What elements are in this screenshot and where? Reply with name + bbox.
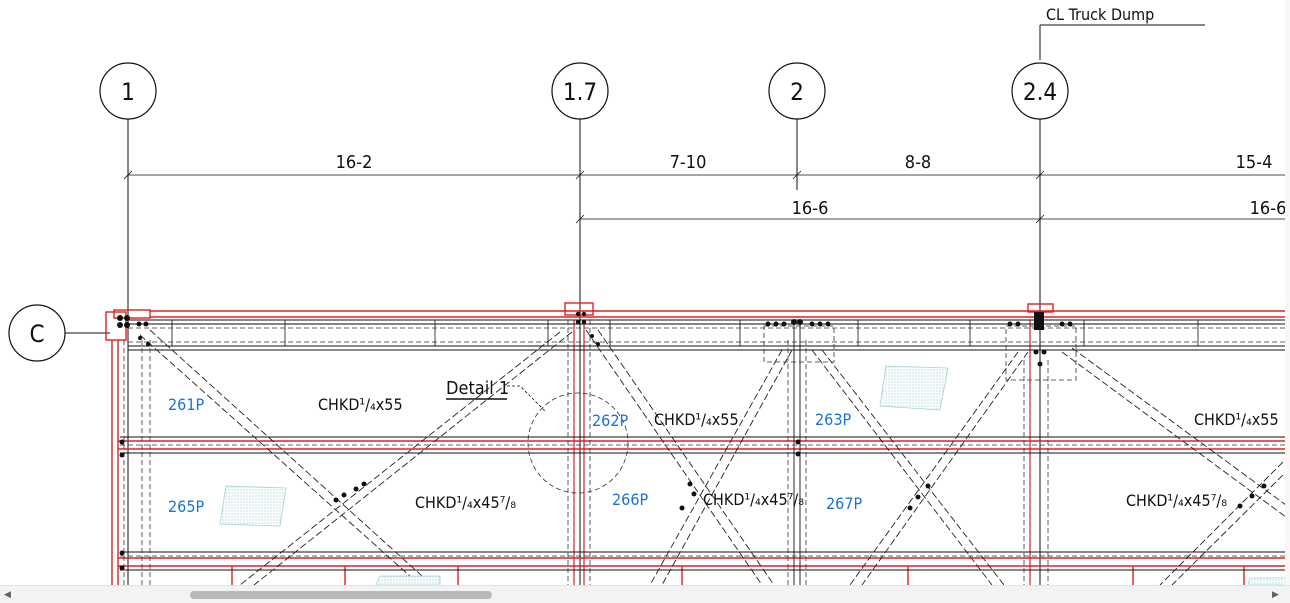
horizontal-scroll-thumb[interactable] bbox=[190, 591, 492, 599]
bolt-clusters bbox=[117, 311, 1267, 571]
dim-15-4: 15-4 bbox=[1236, 152, 1273, 173]
horizontal-scrollbar[interactable]: ◀ ▶ bbox=[0, 585, 1290, 603]
grid-bubble-c[interactable]: C bbox=[8, 304, 66, 362]
grid-bubble-1-label: 1 bbox=[121, 78, 135, 106]
vertical-scrollbar[interactable] bbox=[1285, 0, 1290, 585]
detail-1-callout[interactable]: Detail 1 bbox=[446, 378, 547, 413]
panel-266p: 266P bbox=[612, 490, 648, 509]
red-beams bbox=[111, 310, 1290, 585]
plate-label-e: CHKD¹/₄x45⁷/₈ bbox=[703, 490, 804, 509]
panel-265p: 265P bbox=[168, 497, 204, 516]
cl-truck-dump-note: CL Truck Dump bbox=[1039, 5, 1205, 60]
dimension-row-1 bbox=[123, 170, 1285, 180]
hatched-pads bbox=[219, 365, 1290, 586]
dim-16-6-b: 16-6 bbox=[1250, 198, 1287, 219]
panel-263p: 263P bbox=[815, 410, 851, 429]
x-bracing bbox=[139, 329, 1290, 586]
grid-bubble-2-4-label: 2.4 bbox=[1023, 78, 1057, 106]
hidden-lines bbox=[120, 320, 1290, 585]
plate-labels: CHKD¹/₄x55 CHKD¹/₄x55 CHKD¹/₄x55 CHKD¹/₄… bbox=[318, 395, 1279, 512]
dim-7-10: 7-10 bbox=[670, 152, 707, 173]
scroll-right-arrow-icon[interactable]: ▶ bbox=[1272, 590, 1279, 600]
gridlines bbox=[65, 119, 1041, 585]
panel-267p: 267P bbox=[826, 494, 862, 513]
grid-bubble-1[interactable]: 1 bbox=[99, 62, 157, 120]
scroll-left-arrow-icon[interactable]: ◀ bbox=[4, 590, 11, 600]
dimension-row-2 bbox=[575, 214, 1285, 224]
plate-label-a: CHKD¹/₄x55 bbox=[318, 395, 403, 414]
grid-bubble-2[interactable]: 2 bbox=[768, 62, 826, 120]
plate-label-b: CHKD¹/₄x55 bbox=[654, 410, 739, 429]
steel-members bbox=[120, 319, 1290, 585]
dim-16-6-a: 16-6 bbox=[792, 198, 829, 219]
panel-261p: 261P bbox=[168, 395, 204, 414]
purlin-ticks bbox=[231, 566, 1245, 585]
grid-bubble-1-7-label: 1.7 bbox=[563, 78, 597, 106]
dim-8-8: 8-8 bbox=[905, 152, 931, 173]
detail-1-label: Detail 1 bbox=[446, 378, 509, 399]
panel-262p: 262P bbox=[592, 411, 628, 430]
purlin-joints bbox=[171, 320, 1199, 346]
cl-truck-dump-label: CL Truck Dump bbox=[1046, 5, 1154, 24]
grid-bubble-1-7[interactable]: 1.7 bbox=[551, 62, 609, 120]
grid-bubble-2-label: 2 bbox=[790, 78, 804, 106]
grid-bubble-c-label: C bbox=[29, 320, 44, 348]
plate-label-d: CHKD¹/₄x45⁷/₈ bbox=[415, 493, 516, 512]
panel-marks: 261P 262P 263P 265P 266P 267P bbox=[168, 395, 862, 516]
grid-bubble-2-4[interactable]: 2.4 bbox=[1011, 62, 1069, 120]
plate-label-c: CHKD¹/₄x55 bbox=[1194, 410, 1279, 429]
dim-16-2: 16-2 bbox=[336, 152, 373, 173]
plate-label-f: CHKD¹/₄x45⁷/₈ bbox=[1126, 491, 1227, 510]
